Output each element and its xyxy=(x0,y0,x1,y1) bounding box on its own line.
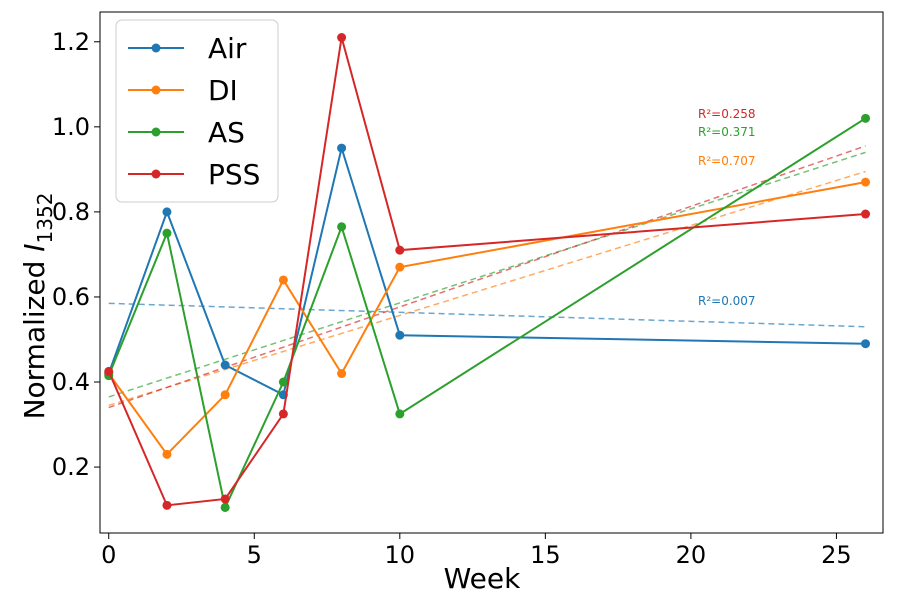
r2-label-di: R²=0.707 xyxy=(698,154,756,168)
trendline-as xyxy=(108,151,866,398)
y-axis-title-symbol: I xyxy=(18,243,51,251)
axes: 0 5 10 15 20 25 0.2 0.4 0.6 0.8 1.0 1.2 xyxy=(52,11,884,569)
y-tick-label: 0.8 xyxy=(52,198,90,226)
legend-item-air: Air xyxy=(128,32,247,65)
y-axis-title: Normalized I1352 xyxy=(18,193,57,420)
data-point-as xyxy=(337,222,347,232)
legend-item-di: DI xyxy=(128,74,238,107)
legend-swatch-marker xyxy=(151,43,161,53)
data-point-di xyxy=(395,262,405,272)
y-tick-label: 0.6 xyxy=(52,283,90,311)
x-tick-label: 5 xyxy=(247,541,262,569)
legend-label: AS xyxy=(208,116,245,149)
series-lines xyxy=(104,33,871,512)
data-point-air xyxy=(162,207,172,217)
data-point-as xyxy=(220,502,230,512)
data-point-air xyxy=(220,360,230,370)
data-point-as xyxy=(395,409,405,419)
y-axis-title-main: Normalized xyxy=(18,252,51,420)
x-tick-label: 25 xyxy=(821,541,852,569)
data-point-as xyxy=(162,228,172,238)
y-tick-label: 0.4 xyxy=(52,368,90,396)
data-point-pss xyxy=(162,500,172,510)
r-squared-labels: R²=0.007 R²=0.707 R²=0.371 R²=0.258 xyxy=(698,107,756,308)
r2-label-air: R²=0.007 xyxy=(698,294,756,308)
r2-label-as: R²=0.371 xyxy=(698,125,756,139)
x-tick-label: 10 xyxy=(385,541,416,569)
x-axis-title: Week xyxy=(444,562,521,595)
x-tick-label: 15 xyxy=(530,541,561,569)
series-di xyxy=(104,177,871,459)
trendline-air xyxy=(108,302,866,328)
data-point-pss xyxy=(278,409,288,419)
legend-label: PSS xyxy=(208,158,260,191)
series-pss xyxy=(104,33,871,510)
y-axis-title-subscript: 1352 xyxy=(33,193,57,244)
legend-item-as: AS xyxy=(128,116,245,149)
data-point-pss xyxy=(395,245,405,255)
y-tick-label: 0.2 xyxy=(52,453,90,481)
trendline-pss xyxy=(108,145,866,409)
data-point-pss xyxy=(220,494,230,504)
y-tick-label: 1.0 xyxy=(52,113,90,141)
x-tick-label: 0 xyxy=(101,541,116,569)
data-point-pss xyxy=(337,33,347,43)
legend-item-pss: PSS xyxy=(128,158,260,191)
y-tick-label: 1.2 xyxy=(52,28,90,56)
r2-label-pss: R²=0.258 xyxy=(698,107,756,121)
legend-swatch-marker xyxy=(151,85,161,95)
legend-swatch-marker xyxy=(151,127,161,137)
data-point-air xyxy=(395,330,405,340)
data-point-as xyxy=(278,377,288,387)
data-point-di xyxy=(220,390,230,400)
data-point-di xyxy=(337,369,347,379)
trendline-di xyxy=(108,170,866,407)
data-point-pss xyxy=(104,366,114,376)
series-air xyxy=(104,143,871,400)
data-point-pss xyxy=(861,209,871,219)
x-tick-label: 20 xyxy=(676,541,707,569)
plot-frame xyxy=(99,11,884,534)
data-point-di xyxy=(861,177,871,187)
data-point-air xyxy=(861,339,871,349)
data-point-air xyxy=(337,143,347,153)
data-point-as xyxy=(861,113,871,123)
trendlines xyxy=(108,145,866,409)
legend-swatch-marker xyxy=(151,169,161,179)
legend-box xyxy=(115,19,279,203)
legend-label: Air xyxy=(208,32,247,65)
data-point-di xyxy=(162,449,172,459)
legend: Air DI AS PSS xyxy=(115,19,279,203)
legend-label: DI xyxy=(208,74,238,107)
data-point-di xyxy=(278,275,288,285)
